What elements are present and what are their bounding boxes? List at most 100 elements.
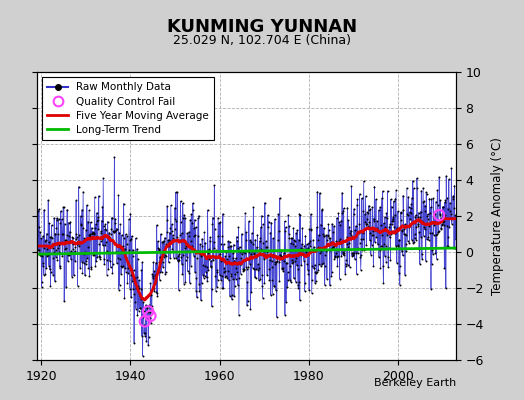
Point [242,237,250,243]
Point [286,240,294,247]
Point [255,246,264,253]
Point [284,212,292,218]
Point [194,212,203,219]
Point [442,285,450,291]
Point [322,242,331,248]
Point [83,254,91,261]
Point [97,217,106,224]
Point [205,254,213,260]
Point [175,251,183,258]
Point [355,221,364,228]
Point [298,250,306,257]
Point [406,209,414,216]
Point [361,246,369,252]
Point [108,270,117,276]
Point [369,216,378,222]
Point [109,228,117,234]
Point [78,259,86,265]
Point [50,230,59,237]
Point [176,232,184,239]
Point [350,206,358,212]
Point [77,213,85,219]
Point [379,263,387,269]
Point [420,198,428,205]
Point [104,266,113,272]
Point [301,232,310,239]
Point [140,322,149,328]
Point [341,270,350,277]
Point [242,229,250,236]
Point [45,239,53,246]
Point [257,245,265,252]
Point [92,258,100,264]
Point [411,231,419,237]
Point [205,237,214,244]
Point [65,252,73,258]
Point [88,224,96,231]
Point [337,210,346,216]
Point [227,243,235,249]
Point [413,214,422,220]
Point [244,298,252,304]
Point [262,238,270,244]
Point [256,235,265,242]
Point [40,206,48,213]
Point [129,267,138,274]
Point [388,216,397,222]
Point [133,312,141,318]
Point [90,252,99,258]
Point [123,240,131,247]
Point [238,249,247,256]
Point [418,256,426,262]
Point [135,285,144,292]
Point [54,230,62,237]
Point [317,248,325,254]
Point [144,342,152,348]
Point [249,251,258,258]
Point [142,338,150,344]
Point [139,314,147,320]
Point [148,271,157,278]
Point [156,277,164,283]
Point [416,260,424,267]
Point [269,252,278,258]
Point [103,248,112,254]
Point [231,283,239,290]
Point [363,209,371,216]
Point [309,248,317,254]
Point [69,246,78,252]
Point [321,282,329,288]
Point [289,241,297,247]
Point [124,265,132,272]
Point [259,221,267,227]
Point [446,216,455,222]
Point [280,258,288,264]
Point [367,242,376,248]
Point [38,279,46,286]
Point [270,261,279,267]
Point [388,221,396,227]
Point [358,230,367,236]
Point [70,248,79,254]
Point [428,230,436,236]
Point [344,262,352,268]
Point [247,289,256,295]
Point [216,272,224,278]
Point [95,252,104,259]
Point [211,254,219,261]
Point [105,258,114,264]
Point [236,270,245,277]
Point [167,239,176,246]
Point [312,270,320,276]
Point [156,254,164,260]
Point [447,165,455,172]
Point [233,234,241,240]
Point [213,267,222,273]
Point [123,280,132,286]
Point [41,251,50,258]
Point [215,253,223,259]
Point [79,188,88,195]
Point [196,241,204,248]
Point [283,276,292,283]
Point [290,237,298,243]
